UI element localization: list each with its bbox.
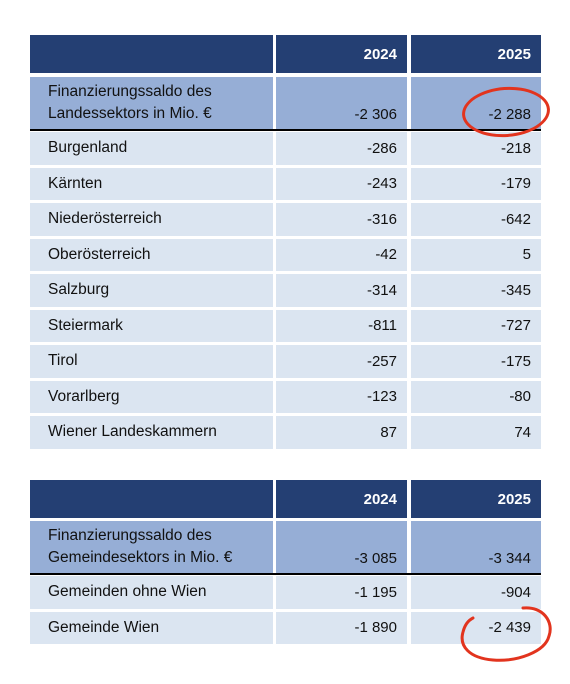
summary-row: Finanzierungssaldo des Landessektors in … xyxy=(30,77,541,129)
summary-value-2025: -2 288 xyxy=(411,77,541,129)
row-value-2025: -2 439 xyxy=(411,611,541,647)
table-row: Oberösterreich -42 5 xyxy=(30,238,541,274)
summary-label-line2: Landessektors in Mio. € xyxy=(48,105,212,122)
row-value-2024: -314 xyxy=(276,274,407,310)
row-value-2024: -243 xyxy=(276,167,407,203)
row-label: Salzburg xyxy=(30,274,273,310)
row-value-2025: -80 xyxy=(411,380,541,416)
header-cell-empty xyxy=(30,480,273,518)
row-value-2024: -1 195 xyxy=(276,576,407,612)
header-cell-empty xyxy=(30,35,273,73)
row-value-2024: -1 890 xyxy=(276,611,407,647)
summary-value-2024: -3 085 xyxy=(276,521,407,573)
row-value-2025: -642 xyxy=(411,203,541,239)
header-cell-2024: 2024 xyxy=(276,480,407,518)
row-value-2024: -123 xyxy=(276,380,407,416)
summary-value-2025: -3 344 xyxy=(411,521,541,573)
summary-rule-wrap xyxy=(30,573,541,575)
table-row: Steiermark -811 -727 xyxy=(30,309,541,345)
summary-row: Finanzierungssaldo des Gemeindesektors i… xyxy=(30,521,541,573)
summary-label-line1: Finanzierungssaldo des xyxy=(48,83,212,100)
summary-rule xyxy=(30,573,541,575)
table-row: Gemeinden ohne Wien -1 195 -904 xyxy=(30,576,541,612)
annotation-stroke xyxy=(460,606,552,662)
summary-label: Finanzierungssaldo des Landessektors in … xyxy=(30,77,273,129)
summary-rule-wrap xyxy=(30,129,541,131)
table-body: Gemeinden ohne Wien -1 195 -904 Gemeinde Wi… xyxy=(30,576,541,647)
row-value-2025: -175 xyxy=(411,345,541,381)
row-label: Oberösterreich xyxy=(30,238,273,274)
row-label: Wiener Landeskammern xyxy=(30,416,273,452)
summary-label-line2: Gemeindesektors in Mio. € xyxy=(48,549,233,566)
row-value-2024: -42 xyxy=(276,238,407,274)
row-value-2025: -904 xyxy=(411,576,541,612)
table-landessektor: 2024 2025 Finanzierungssaldo des Landess… xyxy=(30,35,541,452)
header-cell-2025: 2025 xyxy=(411,35,541,73)
row-label: Niederösterreich xyxy=(30,203,273,239)
table-row: Niederösterreich -316 -642 xyxy=(30,203,541,239)
row-value-2025: -179 xyxy=(411,167,541,203)
table-header-row: 2024 2025 xyxy=(30,480,541,518)
row-value-2025: -727 xyxy=(411,309,541,345)
row-label: Kärnten xyxy=(30,167,273,203)
table-body: Burgenland -286 -218 Kärnten -243 -179 Niederö… xyxy=(30,132,541,452)
row-value-2025: -218 xyxy=(411,132,541,168)
row-label: Gemeinden ohne Wien xyxy=(30,576,273,612)
row-value-2025: -345 xyxy=(411,274,541,310)
table-row: Kärnten -243 -179 xyxy=(30,167,541,203)
header-cell-2025: 2025 xyxy=(411,480,541,518)
table-row: Vorarlberg -123 -80 xyxy=(30,380,541,416)
summary-rule xyxy=(30,129,541,131)
row-value-2024: -286 xyxy=(276,132,407,168)
row-value-2024: -316 xyxy=(276,203,407,239)
row-label: Vorarlberg xyxy=(30,380,273,416)
table-gemeindesektor: 2024 2025 Finanzierungssaldo des Gemeind… xyxy=(30,480,541,647)
row-value-2024: 87 xyxy=(276,416,407,452)
table-row: Salzburg -314 -345 xyxy=(30,274,541,310)
row-label: Steiermark xyxy=(30,309,273,345)
annotation-circle xyxy=(460,606,552,662)
summary-label-line1: Finanzierungssaldo des xyxy=(48,527,212,544)
table-row: Wiener Landeskammern 87 74 xyxy=(30,416,541,452)
row-value-2025: 74 xyxy=(411,416,541,452)
summary-label: Finanzierungssaldo des Gemeindesektors i… xyxy=(30,521,273,573)
header-cell-2024: 2024 xyxy=(276,35,407,73)
table-row: Burgenland -286 -218 xyxy=(30,132,541,168)
table-row: Tirol -257 -175 xyxy=(30,345,541,381)
row-label: Burgenland xyxy=(30,132,273,168)
table-row: Gemeinde Wien -1 890 -2 439 xyxy=(30,611,541,647)
row-value-2024: -811 xyxy=(276,309,407,345)
table-header-row: 2024 2025 xyxy=(30,35,541,73)
row-value-2025: 5 xyxy=(411,238,541,274)
row-value-2024: -257 xyxy=(276,345,407,381)
row-label: Gemeinde Wien xyxy=(30,611,273,647)
summary-value-2024: -2 306 xyxy=(276,77,407,129)
row-label: Tirol xyxy=(30,345,273,381)
